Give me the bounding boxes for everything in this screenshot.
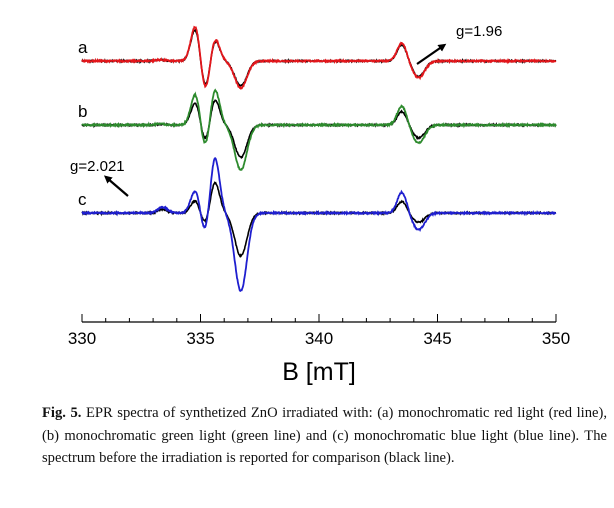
x-axis-title: B [mT] <box>282 358 356 386</box>
g2021-arrow <box>103 175 129 197</box>
caption-text: EPR spectra of synthetized ZnO irradiate… <box>42 405 608 466</box>
x-tick-label: 350 <box>542 329 570 348</box>
x-tick-label: 345 <box>423 329 451 348</box>
trace-c-black-line <box>81 181 556 258</box>
g2021-label: g=2.021 <box>70 158 125 175</box>
trace-b-colored-line <box>81 88 557 171</box>
trace-label-c: c <box>78 190 87 209</box>
trace-label-b: b <box>78 102 87 121</box>
g196-label: g=1.96 <box>456 23 502 40</box>
g196-arrow <box>416 43 447 65</box>
x-tick-label: 335 <box>186 329 214 348</box>
epr-chart: a b c 330 335 340 345 350 B [mT] g=1.96 g=2.021 <box>68 23 570 386</box>
epr-figure: a b c 330 335 340 345 350 B [mT] g=1.96 g=2.021 <box>68 23 570 386</box>
trace-c-colored-line <box>81 157 557 292</box>
trace-b-black-line <box>81 99 557 160</box>
x-tick-label: 330 <box>68 329 96 348</box>
figure-number: Fig. 5. <box>42 405 82 421</box>
trace-a-colored-line <box>81 25 557 90</box>
figure-caption: Fig. 5. EPR spectra of synthetized ZnO i… <box>42 402 607 470</box>
x-tick-label: 340 <box>305 329 333 348</box>
trace-label-a: a <box>78 38 88 57</box>
